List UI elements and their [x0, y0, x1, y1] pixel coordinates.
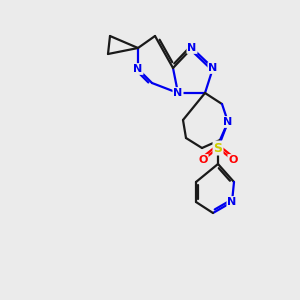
Text: N: N [227, 197, 237, 207]
Text: N: N [188, 43, 196, 53]
Text: S: S [214, 142, 223, 154]
Text: O: O [228, 155, 238, 165]
Text: N: N [208, 63, 217, 73]
Text: O: O [198, 155, 208, 165]
Text: N: N [134, 64, 142, 74]
Text: N: N [224, 117, 232, 127]
Text: N: N [173, 88, 183, 98]
